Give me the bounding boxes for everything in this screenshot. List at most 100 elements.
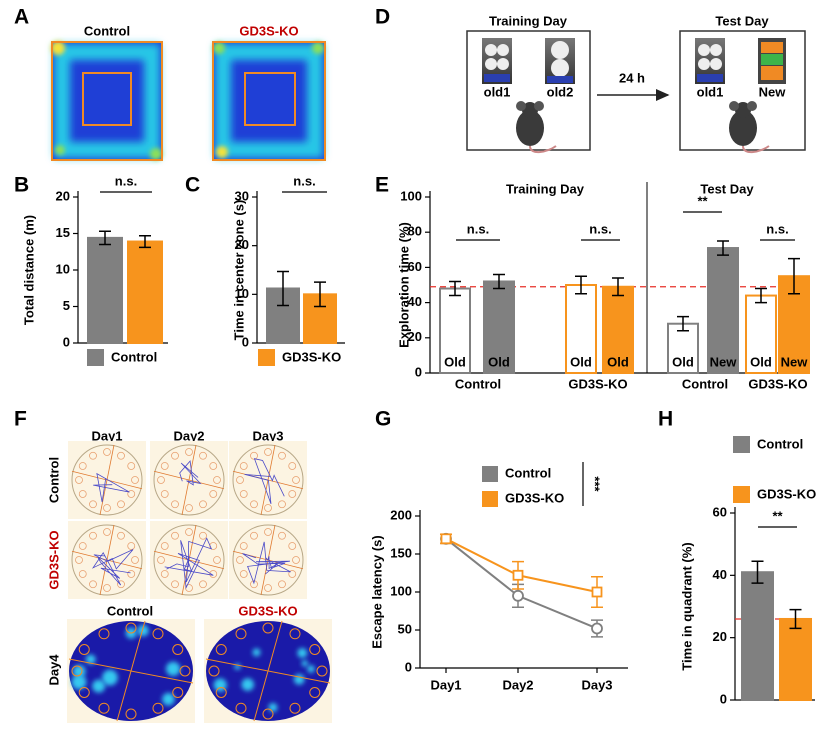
maze-spot bbox=[98, 702, 110, 714]
swim-path bbox=[93, 472, 130, 503]
maze-spot bbox=[288, 490, 297, 498]
maze-pool bbox=[71, 524, 143, 596]
maze-spot bbox=[185, 528, 193, 536]
y-tick-label: 80 bbox=[408, 224, 422, 239]
maze-spot bbox=[235, 628, 247, 640]
quadrant-line bbox=[253, 620, 283, 722]
object-label: New bbox=[759, 84, 787, 99]
bar bbox=[565, 284, 597, 374]
significance-label: ** bbox=[772, 508, 783, 523]
maze-spot bbox=[160, 570, 169, 578]
heat-spot bbox=[293, 674, 305, 685]
y-tick-label: 60 bbox=[713, 504, 727, 519]
maze-spot bbox=[236, 556, 244, 564]
y-tick-label: 5 bbox=[63, 298, 70, 313]
maze-spot bbox=[125, 622, 137, 634]
y-axis-label: Time in center zone (s) bbox=[231, 200, 246, 341]
quadrant-line bbox=[99, 444, 115, 516]
bar-label: Old bbox=[607, 354, 629, 369]
point bbox=[512, 569, 524, 581]
y-tick-label: 10 bbox=[56, 261, 70, 276]
y-tick-label: 0 bbox=[415, 364, 422, 379]
maze-spot bbox=[236, 476, 244, 484]
bar-label: Old bbox=[488, 354, 510, 369]
day-title: Training Day bbox=[489, 13, 568, 28]
bar-label: New bbox=[781, 354, 809, 369]
x-tick-label: Day2 bbox=[502, 677, 533, 692]
y-tick-label: 150 bbox=[390, 545, 412, 560]
maze-spot bbox=[213, 556, 221, 564]
maze-spot bbox=[78, 542, 87, 550]
maze-track bbox=[68, 441, 146, 519]
maze-spot bbox=[179, 665, 191, 677]
object-label: old1 bbox=[697, 84, 724, 99]
row-label: GD3S-KO bbox=[46, 530, 61, 589]
maze-spot bbox=[208, 665, 220, 677]
y-tick-label: 200 bbox=[390, 507, 412, 522]
quadrant-line bbox=[116, 620, 146, 722]
maze-track bbox=[229, 441, 307, 519]
maze-spot bbox=[292, 476, 300, 484]
error-bar bbox=[751, 560, 764, 584]
maze-spot bbox=[78, 490, 87, 498]
heat-spot bbox=[85, 654, 96, 665]
swim-path bbox=[242, 541, 291, 585]
heat-spot bbox=[162, 692, 175, 706]
maze-spot bbox=[215, 644, 227, 655]
group-label: GD3S-KO bbox=[568, 376, 627, 391]
x-tick-label: Day1 bbox=[430, 677, 461, 692]
maze-spot bbox=[264, 504, 272, 512]
y-tick-label: 20 bbox=[56, 188, 70, 203]
error-bar bbox=[789, 608, 802, 630]
maze-spot bbox=[199, 531, 207, 540]
maze-spot bbox=[199, 500, 207, 509]
maze-spot bbox=[160, 462, 169, 470]
panel-letter: E bbox=[375, 174, 389, 197]
y-tick-label: 30 bbox=[235, 188, 249, 203]
maze-spot bbox=[288, 570, 297, 578]
heat-spot bbox=[137, 624, 149, 637]
bar-label: Old bbox=[444, 354, 466, 369]
series-line bbox=[445, 538, 598, 630]
y-tick-label: 20 bbox=[235, 237, 249, 252]
arena-illustration bbox=[679, 30, 806, 153]
maze-track bbox=[68, 521, 146, 599]
maze-spot bbox=[264, 584, 272, 592]
heat-spot bbox=[268, 702, 278, 713]
maze-spot bbox=[278, 451, 286, 460]
maze-spot bbox=[157, 556, 165, 564]
maze-spot bbox=[131, 556, 139, 564]
y-axis-label: Time in quadrant (%) bbox=[679, 542, 694, 670]
maze-spot bbox=[264, 528, 272, 536]
maze-spot bbox=[160, 542, 169, 550]
arena-illustration bbox=[466, 30, 591, 153]
maze-spot bbox=[209, 570, 218, 578]
maze-spot bbox=[152, 702, 164, 714]
group-label: GD3S-KO bbox=[238, 603, 297, 618]
maze-spot bbox=[89, 500, 97, 509]
maze-spot bbox=[264, 448, 272, 456]
maze-spot bbox=[157, 476, 165, 484]
error-bar bbox=[612, 277, 624, 297]
legend-label: GD3S-KO bbox=[282, 349, 341, 364]
y-axis-label: Total distance (m) bbox=[21, 215, 36, 325]
panel-letter: C bbox=[185, 174, 200, 197]
maze-spot bbox=[127, 542, 136, 550]
heatmap-label: Control bbox=[84, 23, 130, 38]
legend-swatch bbox=[482, 491, 498, 507]
legend-swatch bbox=[87, 349, 104, 366]
maze-spot bbox=[89, 451, 97, 460]
maze-spot bbox=[117, 451, 125, 460]
maze-spot bbox=[78, 644, 90, 655]
maze-spot bbox=[171, 531, 179, 540]
significance-label: n.s. bbox=[589, 221, 611, 236]
significance-label: n.s. bbox=[467, 221, 489, 236]
maze-pool bbox=[71, 444, 143, 516]
maze-spot bbox=[288, 542, 297, 550]
group-label: GD3S-KO bbox=[748, 376, 807, 391]
swim-path bbox=[91, 549, 134, 586]
row-label: Day4 bbox=[46, 654, 61, 686]
maze-spot bbox=[209, 490, 218, 498]
